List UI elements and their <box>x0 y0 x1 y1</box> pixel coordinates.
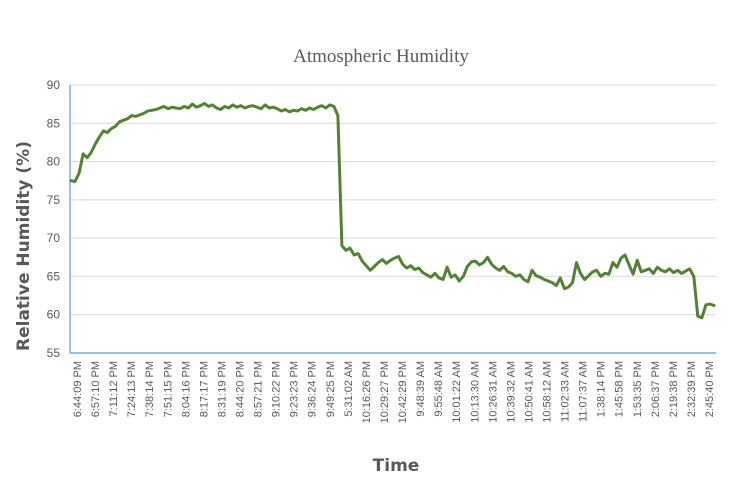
y-tick-label: 80 <box>47 155 61 169</box>
x-tick-label: 7:24:13 PM <box>126 361 138 417</box>
y-tick-label: 70 <box>47 231 61 245</box>
x-tick-label: 5:31:02 AM <box>343 361 355 417</box>
x-tick-label: 10:26:31 AM <box>487 361 499 423</box>
x-tick-label: 1:38:14 PM <box>596 361 608 417</box>
x-tick-label: 1:45:58 PM <box>614 361 626 417</box>
y-tick-label: 85 <box>47 116 61 130</box>
x-tick-label: 9:10:22 PM <box>271 361 283 417</box>
x-tick-label: 6:44:09 PM <box>72 361 84 417</box>
chart-title: Atmospheric Humidity <box>293 46 469 67</box>
x-tick-label: 6:57:10 PM <box>90 361 102 417</box>
x-tick-label: 1:53:35 PM <box>632 361 644 417</box>
gridlines <box>70 84 716 316</box>
x-axis-label: Time <box>373 456 420 476</box>
x-tick-label: 7:51:15 PM <box>162 361 174 417</box>
x-tick-label: 8:17:17 PM <box>198 361 210 417</box>
x-tick-label: 9:23:23 PM <box>289 361 301 417</box>
x-tick-label: 10:29:27 PM <box>379 361 391 423</box>
series-line-humidity <box>69 101 716 320</box>
x-tick-label: 9:36:24 PM <box>307 361 319 417</box>
y-tick-label: 55 <box>47 346 61 360</box>
x-tick-label: 2:19:38 PM <box>668 361 680 417</box>
x-tick-label: 11:07:37 AM <box>578 361 590 422</box>
y-tick-label: 60 <box>47 308 61 322</box>
x-tick-label: 10:50:41 AM <box>523 361 535 423</box>
y-axis-label: Relative Humidity (%) <box>14 141 34 351</box>
x-tick-label: 10:58:12 AM <box>541 361 553 423</box>
x-tick-label: 7:11:12 PM <box>108 361 120 416</box>
x-tick-label: 7:38:14 PM <box>144 361 156 417</box>
x-tick-label: 8:31:19 PM <box>216 361 228 417</box>
y-axis-ticks: 55 60 65 70 75 80 85 90 <box>47 78 61 360</box>
x-tick-label: 9:49:25 PM <box>325 361 337 417</box>
x-tick-label: 10:01:22 AM <box>451 361 463 423</box>
y-tick-label: 65 <box>47 269 61 283</box>
y-tick-label: 75 <box>47 193 61 207</box>
x-tick-label: 10:42:29 PM <box>397 361 409 423</box>
x-tick-label: 2:45:40 PM <box>704 361 716 417</box>
x-tick-label: 8:44:20 PM <box>235 361 247 417</box>
x-tick-label: 10:16:26 PM <box>361 361 373 423</box>
y-tick-label: 90 <box>47 78 61 92</box>
x-tick-label: 10:39:32 AM <box>505 361 517 423</box>
x-tick-label: 8:57:21 PM <box>253 361 265 417</box>
x-tick-label: 9:48:39 AM <box>415 361 427 417</box>
x-axis-ticks: 6:44:09 PM 6:57:10 PM 7:11:12 PM 7:24:13 PM… <box>72 361 716 423</box>
x-tick-label: 10:13:30 AM <box>469 361 481 423</box>
x-tick-label: 8:04:16 PM <box>180 361 192 417</box>
x-tick-label: 9:55:48 AM <box>433 361 445 417</box>
x-tick-label: 2:06:37 PM <box>650 361 662 417</box>
x-tick-label: 11:02:33 AM <box>560 361 572 422</box>
x-tick-label: 2:32:39 PM <box>686 361 698 417</box>
